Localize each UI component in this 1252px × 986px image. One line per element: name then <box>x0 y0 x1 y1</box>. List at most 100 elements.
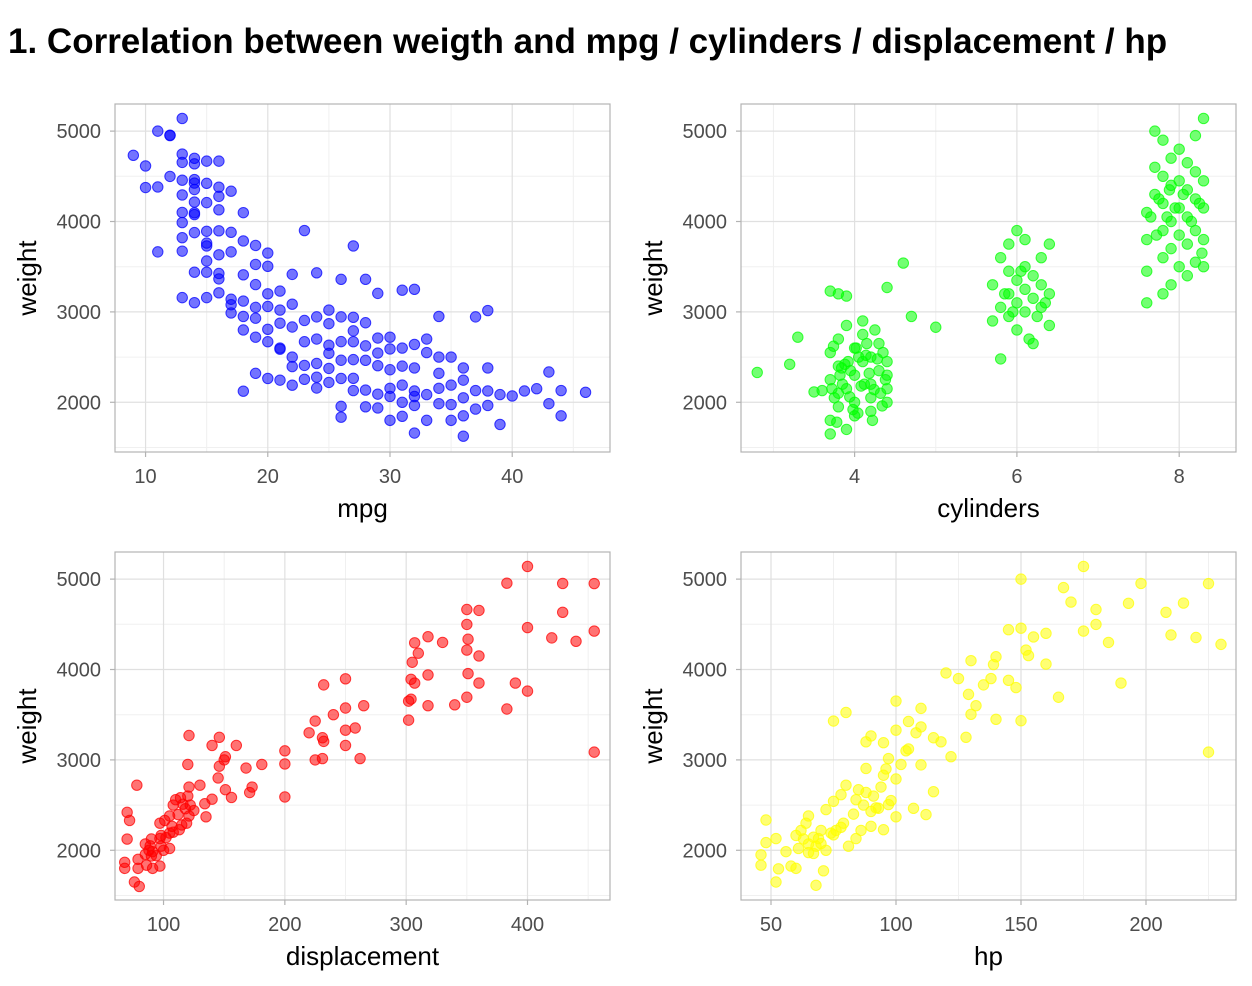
data-point <box>1173 229 1185 241</box>
data-point <box>810 879 822 891</box>
data-point <box>461 603 473 616</box>
data-point <box>1027 270 1039 282</box>
data-point <box>482 385 494 397</box>
data-point <box>225 307 237 319</box>
data-point <box>237 310 250 323</box>
data-point <box>176 112 188 125</box>
data-point <box>206 739 218 752</box>
data-point <box>1027 292 1039 305</box>
data-point <box>274 285 286 297</box>
data-point <box>792 842 805 855</box>
data-point <box>279 758 291 770</box>
data-point <box>139 181 152 194</box>
data-point <box>902 715 915 728</box>
data-point <box>317 679 330 691</box>
data-point <box>824 428 836 440</box>
x-tick-label: 300 <box>389 914 422 936</box>
data-point <box>262 336 274 348</box>
data-point <box>436 636 449 649</box>
data-point <box>274 304 286 316</box>
data-point <box>354 752 366 765</box>
data-point <box>1181 270 1194 282</box>
panel-border <box>114 103 611 453</box>
data-point <box>1115 677 1127 689</box>
data-point <box>1015 265 1027 277</box>
data-point <box>339 673 352 685</box>
data-point <box>249 239 262 252</box>
data-point <box>1169 202 1181 214</box>
data-point <box>1135 577 1147 590</box>
data-point <box>298 314 311 327</box>
data-point <box>335 354 347 366</box>
data-point <box>482 362 494 374</box>
data-point <box>462 667 474 680</box>
y-tick-label: 5000 <box>57 121 102 143</box>
y-tick-label: 2000 <box>57 392 102 414</box>
y-tick-label: 4000 <box>57 212 102 234</box>
data-point <box>986 279 999 291</box>
data-point <box>445 379 457 391</box>
data-point <box>445 398 457 411</box>
data-point <box>1202 577 1215 590</box>
data-point <box>119 856 131 869</box>
data-point <box>927 786 940 798</box>
data-point <box>457 362 470 374</box>
data-point <box>237 269 250 281</box>
panel-border <box>740 551 1237 901</box>
data-point <box>194 779 206 791</box>
data-point <box>347 372 360 385</box>
data-point <box>225 226 237 239</box>
data-point <box>372 388 384 400</box>
data-point <box>449 699 461 711</box>
data-point <box>877 823 890 836</box>
data-point <box>433 382 445 394</box>
data-point <box>286 351 298 363</box>
data-point <box>384 364 396 376</box>
data-point <box>230 739 243 752</box>
data-point <box>358 699 370 712</box>
data-point <box>1011 324 1023 336</box>
data-point <box>262 260 274 273</box>
data-point <box>384 390 396 403</box>
data-point <box>860 349 872 361</box>
data-point <box>384 343 396 355</box>
y-tick-label: 5000 <box>683 569 728 591</box>
data-point <box>457 410 470 422</box>
data-point <box>755 849 767 861</box>
data-point <box>335 411 347 423</box>
data-point <box>772 863 785 875</box>
data-point <box>816 384 828 397</box>
plot-background <box>115 552 610 900</box>
data-point <box>840 706 852 719</box>
data-point <box>412 647 425 659</box>
data-point <box>866 414 879 427</box>
data-point <box>1185 215 1198 228</box>
data-point <box>176 174 188 186</box>
data-point <box>176 206 188 219</box>
data-point <box>461 691 473 703</box>
data-point <box>347 336 360 348</box>
data-point <box>1150 229 1163 241</box>
data-point <box>256 758 268 771</box>
data-point <box>879 373 892 386</box>
data-point <box>847 808 860 820</box>
data-point <box>915 759 927 771</box>
data-point <box>1157 134 1169 146</box>
data-point <box>359 340 372 352</box>
data-point <box>339 702 352 714</box>
panel-border <box>114 551 611 901</box>
data-point <box>965 708 977 721</box>
data-point <box>213 287 225 299</box>
data-point <box>837 817 850 829</box>
data-point <box>1052 691 1065 703</box>
data-point <box>420 414 433 427</box>
x-axis-title: hp <box>974 941 1003 971</box>
data-point <box>952 672 965 685</box>
data-point <box>213 273 225 285</box>
data-point <box>249 301 262 314</box>
data-point <box>286 268 298 281</box>
data-point <box>521 685 534 697</box>
data-point <box>1035 251 1047 264</box>
data-point <box>249 331 262 343</box>
data-point <box>262 300 274 313</box>
